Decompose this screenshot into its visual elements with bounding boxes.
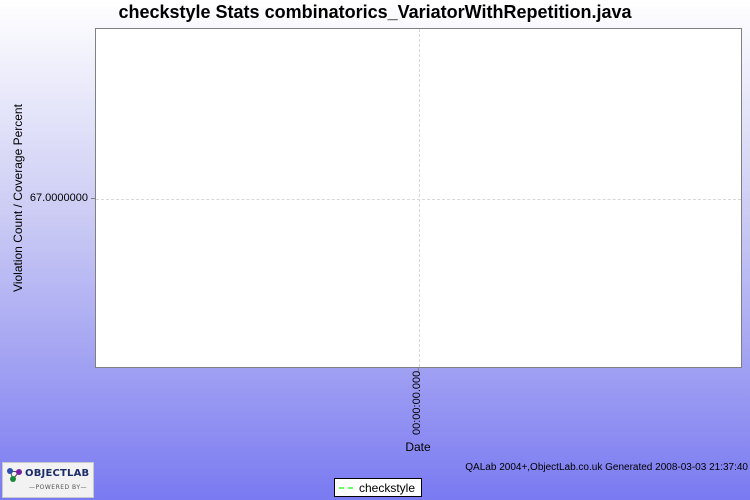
legend-swatch-checkstyle [339,486,353,489]
legend: checkstyle [334,478,423,497]
y-tick-mark [91,198,95,199]
x-tick-mark [418,368,419,372]
legend-label-checkstyle: checkstyle [359,480,416,495]
x-axis-label: Date [405,440,431,454]
logo-wordmark: OBJECTLAB [25,468,90,479]
generated-credit: QALab 2004+,ObjectLab.co.uk Generated 20… [465,462,748,473]
y-axis-label: Violation Count / Coverage Percent [11,104,25,292]
x-tick-label: 00:00:00.000 [411,370,423,435]
y-gridline [96,199,741,200]
plot-area [95,28,742,368]
objectlab-logo: OBJECTLAB —POWERED BY— [2,462,94,498]
x-gridline [419,29,420,367]
chart-title: checkstyle Stats combinatorics_VariatorW… [118,2,632,22]
y-tick-label: 67.0000000 [29,192,88,204]
molecule-icon [7,468,22,482]
logo-tagline: —POWERED BY— [29,484,88,491]
